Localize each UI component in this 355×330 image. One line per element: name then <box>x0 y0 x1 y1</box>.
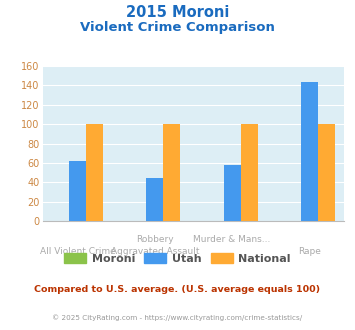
Text: 2015 Moroni: 2015 Moroni <box>126 5 229 20</box>
Text: Compared to U.S. average. (U.S. average equals 100): Compared to U.S. average. (U.S. average … <box>34 285 321 294</box>
Bar <box>241 124 258 221</box>
Legend: Moroni, Utah, National: Moroni, Utah, National <box>60 248 295 268</box>
Text: Aggravated Assault: Aggravated Assault <box>110 247 199 256</box>
Bar <box>86 124 103 221</box>
Text: © 2025 CityRating.com - https://www.cityrating.com/crime-statistics/: © 2025 CityRating.com - https://www.city… <box>53 314 302 321</box>
Text: Rape: Rape <box>298 247 321 256</box>
Bar <box>318 124 335 221</box>
Bar <box>301 82 318 221</box>
Text: Robbery: Robbery <box>136 235 174 244</box>
Bar <box>224 165 241 221</box>
Bar <box>163 124 180 221</box>
Text: All Violent Crime: All Violent Crime <box>39 247 115 256</box>
Bar <box>69 161 86 221</box>
Text: Murder & Mans...: Murder & Mans... <box>193 235 271 244</box>
Text: Violent Crime Comparison: Violent Crime Comparison <box>80 21 275 34</box>
Bar <box>146 179 163 221</box>
